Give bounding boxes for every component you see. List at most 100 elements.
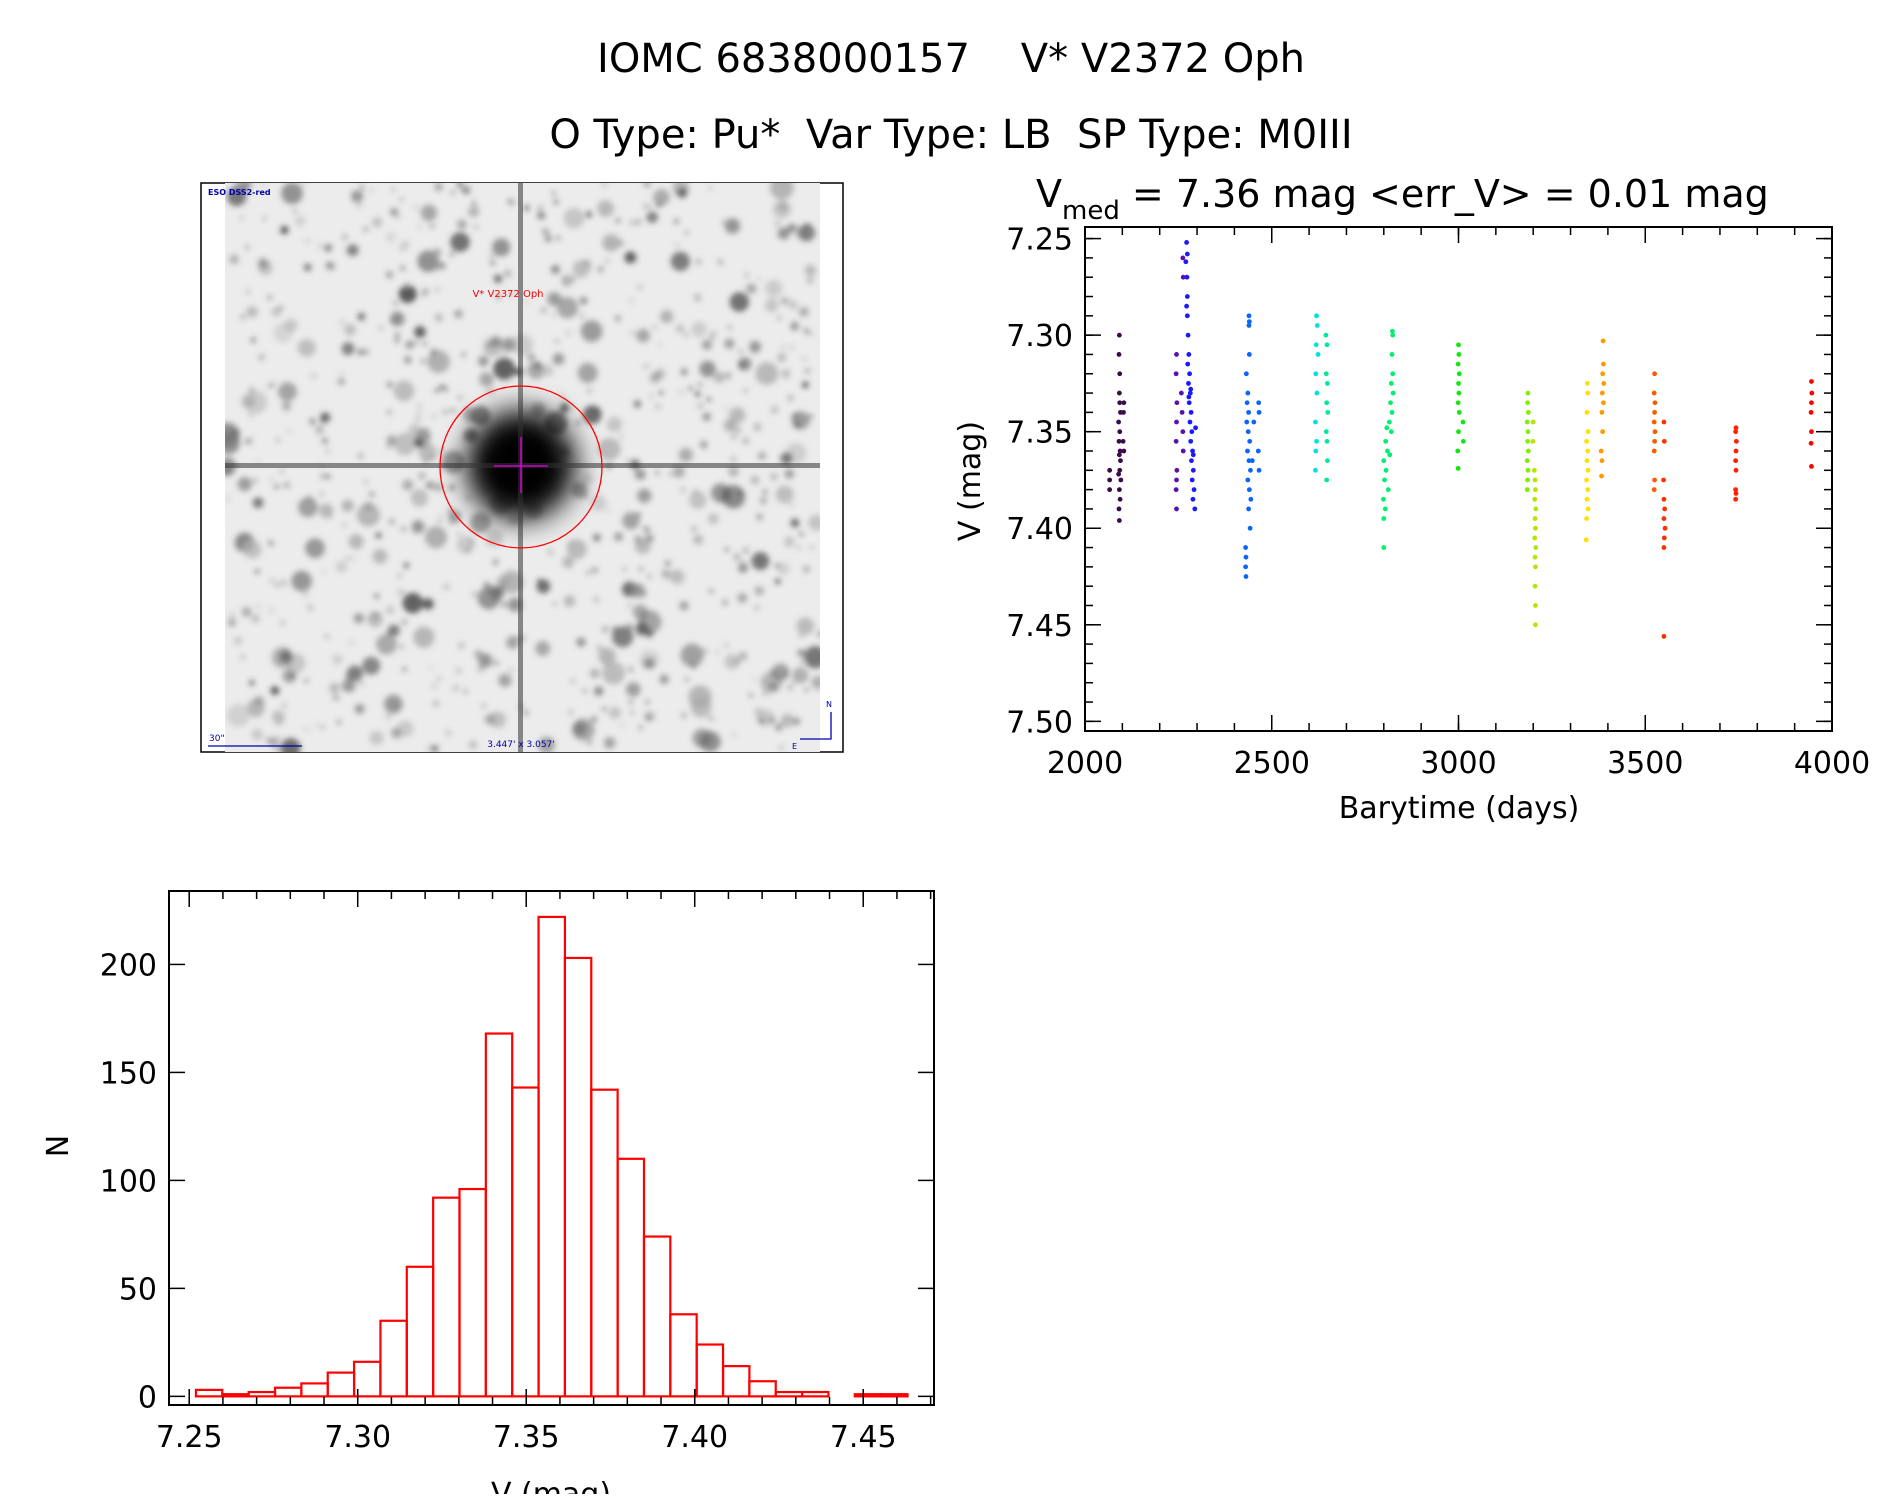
star (427, 350, 450, 373)
star (594, 686, 604, 696)
lc-point (1381, 458, 1387, 464)
star (424, 526, 448, 549)
star (656, 202, 662, 208)
lc-point (1313, 342, 1319, 348)
lc-point (1388, 381, 1394, 386)
star (433, 482, 443, 492)
star (468, 205, 480, 217)
star (643, 526, 651, 534)
star (390, 208, 399, 217)
hist-bar (300, 1382, 329, 1398)
star (789, 345, 794, 350)
star (638, 566, 644, 572)
lc-ytick-label: 7.40 (1006, 512, 1073, 547)
lc-point (1180, 429, 1186, 435)
lc-point (1249, 458, 1255, 464)
hist-bar (642, 1235, 672, 1398)
lc-point (1383, 438, 1389, 444)
star (670, 251, 690, 271)
lc-point (1190, 452, 1196, 458)
hist-bar (405, 1265, 435, 1398)
star (342, 234, 348, 240)
star (691, 525, 698, 532)
star (249, 679, 255, 686)
star (350, 555, 355, 561)
lc-point (1173, 487, 1179, 493)
star (780, 713, 795, 728)
star (439, 513, 444, 518)
star (638, 725, 643, 730)
hist-bar (326, 1371, 356, 1398)
star (450, 232, 470, 252)
star (357, 349, 364, 356)
lc-point (1661, 419, 1667, 425)
star (598, 647, 616, 666)
lc-point (1385, 487, 1391, 493)
star (534, 362, 541, 370)
star (722, 599, 728, 606)
lc-point (1661, 496, 1667, 502)
star (792, 667, 809, 684)
star (345, 556, 350, 561)
star (375, 532, 382, 539)
star (241, 314, 246, 319)
star (590, 495, 607, 512)
lc-point (1187, 419, 1193, 425)
star (237, 477, 252, 492)
star (731, 732, 736, 738)
star (680, 712, 687, 719)
hist-bar (247, 1390, 277, 1398)
lc-point (1180, 448, 1186, 454)
star (465, 407, 470, 412)
hist-bar (800, 1390, 830, 1398)
star (280, 738, 301, 752)
star (692, 728, 712, 748)
lc-point (1531, 467, 1537, 473)
star (571, 481, 588, 499)
star (490, 261, 495, 266)
star (629, 710, 635, 715)
star (649, 394, 654, 399)
star (487, 343, 492, 348)
star (654, 368, 666, 379)
star (755, 362, 779, 385)
star (234, 183, 253, 192)
lc-point (1525, 429, 1531, 435)
star (397, 588, 405, 596)
star (320, 724, 325, 730)
star (324, 244, 332, 252)
star (314, 722, 319, 727)
lc-point (1733, 467, 1739, 473)
star (724, 218, 741, 234)
star (796, 545, 801, 550)
lc-point (1243, 371, 1249, 377)
hist-xtick-label: 7.45 (830, 1420, 897, 1455)
lc-ytick-label: 7.30 (1006, 319, 1073, 354)
star (315, 425, 325, 435)
lc-point (1598, 448, 1604, 454)
lc-point (1323, 429, 1329, 435)
star (633, 400, 641, 408)
lc-point (1117, 467, 1123, 473)
star (450, 190, 456, 196)
star (275, 437, 282, 443)
lc-point (1184, 303, 1189, 309)
lc-point (1456, 352, 1462, 357)
star (471, 200, 476, 205)
star (769, 682, 777, 690)
star (693, 293, 702, 302)
star (789, 502, 794, 507)
star (780, 297, 789, 305)
star (601, 625, 609, 633)
star (634, 535, 642, 543)
star (772, 663, 790, 681)
star (552, 601, 558, 606)
star (738, 491, 743, 496)
lc-xtick-label: 3000 (1420, 746, 1496, 781)
star (799, 531, 804, 537)
star (341, 342, 355, 356)
star (359, 681, 364, 686)
lc-ylabel: V (mag) (953, 421, 988, 541)
star (559, 402, 570, 413)
